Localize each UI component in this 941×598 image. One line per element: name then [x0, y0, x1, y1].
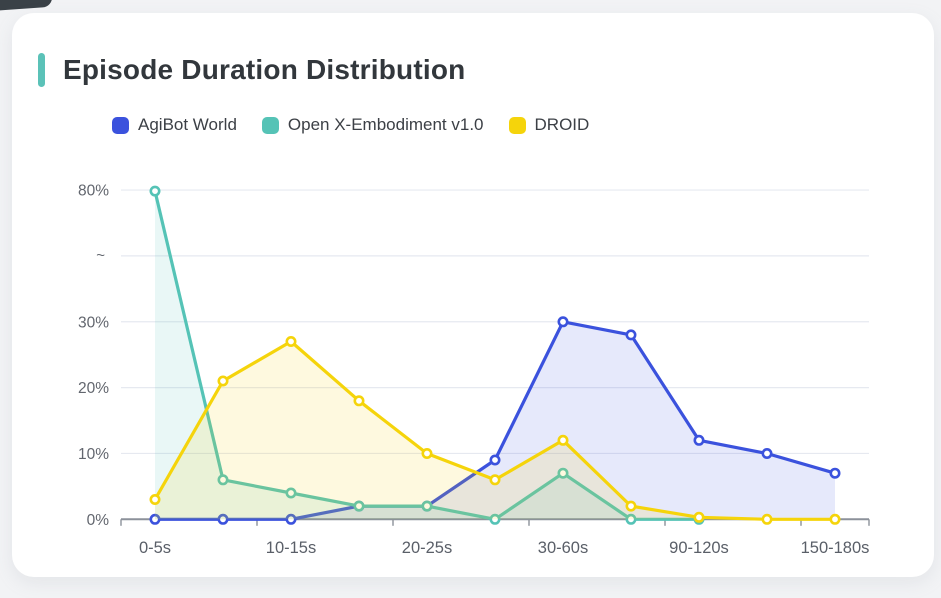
chart-card: Episode Duration Distribution AgiBot Wor…: [12, 13, 934, 577]
title-accent-bar: [38, 53, 45, 87]
data-point-marker[interactable]: [557, 316, 569, 328]
data-point-marker[interactable]: [693, 434, 705, 446]
x-axis-label: 30-60s: [538, 539, 588, 557]
series-area: [155, 341, 835, 520]
legend-label: DROID: [534, 115, 590, 134]
data-point-marker[interactable]: [353, 500, 365, 512]
x-axis-label: 10-15s: [266, 539, 316, 557]
data-point-marker[interactable]: [217, 513, 229, 525]
legend: AgiBot World Open X-Embodiment v1.0 DROID: [112, 115, 589, 135]
data-point-marker[interactable]: [489, 454, 501, 466]
y-axis-labels: 0% 10% 20% 30% ~80%: [78, 183, 109, 529]
data-point-marker[interactable]: [149, 513, 161, 525]
x-axis-label: 150-180s: [801, 539, 870, 557]
data-point-marker[interactable]: [625, 329, 637, 341]
legend-item-open-x-embodiment-v1-0[interactable]: Open X-Embodiment v1.0: [261, 115, 484, 135]
duration-distribution-chart[interactable]: 0% 10% 20% 30% ~80% 0-5s 10-15s 20-25s 30-60s 90-…: [12, 150, 934, 577]
y-axis-label: 10%: [78, 446, 109, 463]
data-point-marker[interactable]: [557, 434, 569, 446]
legend-label: AgiBot World: [138, 115, 237, 134]
data-point-marker[interactable]: [829, 513, 841, 525]
data-point-marker[interactable]: [285, 513, 297, 525]
data-point-marker[interactable]: [489, 474, 501, 486]
legend-item-droid[interactable]: DROID: [508, 115, 590, 135]
data-point-marker[interactable]: [421, 447, 433, 459]
chart-title: Episode Duration Distribution: [63, 54, 466, 85]
data-point-marker[interactable]: [693, 511, 705, 523]
data-point-marker[interactable]: [761, 513, 773, 525]
x-axis-label: 20-25s: [402, 539, 452, 557]
data-point-marker[interactable]: [353, 395, 365, 407]
data-point-marker[interactable]: [421, 500, 433, 512]
y-axis-label: ~: [96, 247, 105, 264]
x-axis-label: 0-5s: [139, 539, 171, 557]
data-point-marker[interactable]: [217, 375, 229, 387]
legend-swatch: [112, 116, 129, 134]
x-axis-labels: 0-5s 10-15s 20-25s 30-60s 90-120s 150-180s: [139, 539, 869, 557]
series-area: [155, 321, 835, 520]
y-axis-label: 20%: [78, 380, 109, 397]
data-point-marker[interactable]: [285, 487, 297, 499]
y-axis-label: 0%: [87, 512, 110, 529]
chart-area: 0% 10% 20% 30% ~80% 0-5s 10-15s 20-25s 30-60s 90-…: [12, 150, 934, 577]
data-point-marker[interactable]: [489, 513, 501, 525]
x-axis-label: 90-120s: [669, 539, 729, 557]
gridlines: [121, 189, 869, 455]
data-point-marker[interactable]: [557, 467, 569, 479]
data-point-marker[interactable]: [149, 185, 161, 197]
legend-item-agibot-world[interactable]: AgiBot World: [112, 115, 237, 135]
data-point-marker[interactable]: [829, 467, 841, 479]
series-droid: [149, 336, 841, 525]
background-corner-shape: [0, 0, 53, 12]
title-row: Episode Duration Distribution: [38, 53, 465, 87]
legend-swatch: [508, 116, 526, 134]
data-point-marker[interactable]: [625, 500, 637, 512]
data-point-marker[interactable]: [285, 336, 297, 348]
y-axis-label: 80%: [78, 183, 109, 200]
data-point-marker[interactable]: [149, 493, 161, 505]
legend-label: Open X-Embodiment v1.0: [287, 115, 484, 134]
y-axis-label: 30%: [78, 314, 109, 331]
data-point-marker[interactable]: [625, 513, 637, 525]
data-point-marker[interactable]: [761, 447, 773, 459]
data-point-marker[interactable]: [217, 474, 229, 486]
series-area: [155, 191, 699, 520]
legend-swatch: [261, 116, 279, 134]
